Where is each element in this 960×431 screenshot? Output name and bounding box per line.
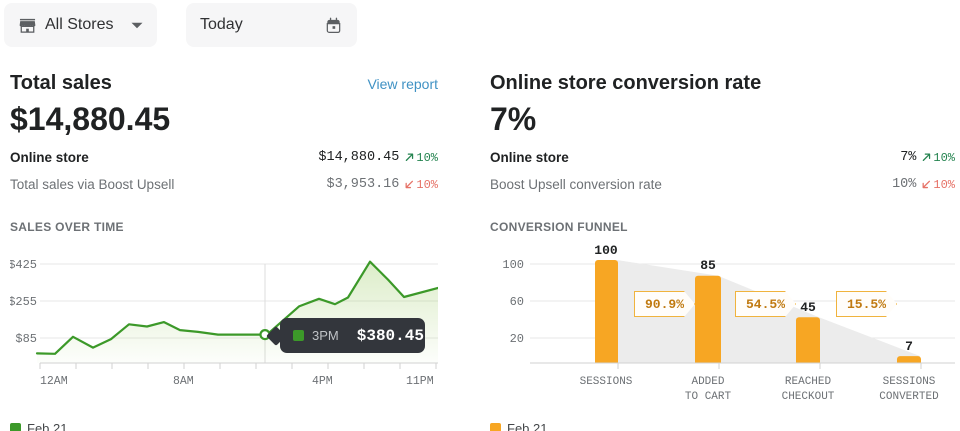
svg-text:REACHED: REACHED [785, 376, 832, 388]
svg-text:4PM: 4PM [312, 375, 333, 388]
svg-text:100: 100 [502, 258, 524, 272]
svg-text:SESSIONS: SESSIONS [580, 376, 633, 388]
svg-text:CONVERTED: CONVERTED [879, 391, 939, 403]
svg-text:7: 7 [905, 339, 913, 354]
svg-text:60: 60 [510, 295, 524, 309]
svg-text:11PM: 11PM [406, 375, 434, 388]
svg-text:ADDED: ADDED [691, 376, 724, 388]
svg-text:45: 45 [800, 300, 816, 315]
svg-text:TO CART: TO CART [685, 391, 732, 403]
svg-text:20: 20 [510, 332, 524, 346]
svg-text:CHECKOUT: CHECKOUT [782, 391, 835, 403]
svg-text:12AM: 12AM [40, 375, 68, 388]
svg-text:$255: $255 [10, 295, 37, 309]
svg-text:SESSIONS: SESSIONS [883, 376, 936, 388]
svg-text:8AM: 8AM [173, 375, 194, 388]
svg-text:$425: $425 [10, 260, 37, 272]
svg-text:85: 85 [700, 258, 716, 273]
svg-text:100: 100 [594, 245, 618, 258]
svg-text:$85: $85 [15, 332, 37, 346]
